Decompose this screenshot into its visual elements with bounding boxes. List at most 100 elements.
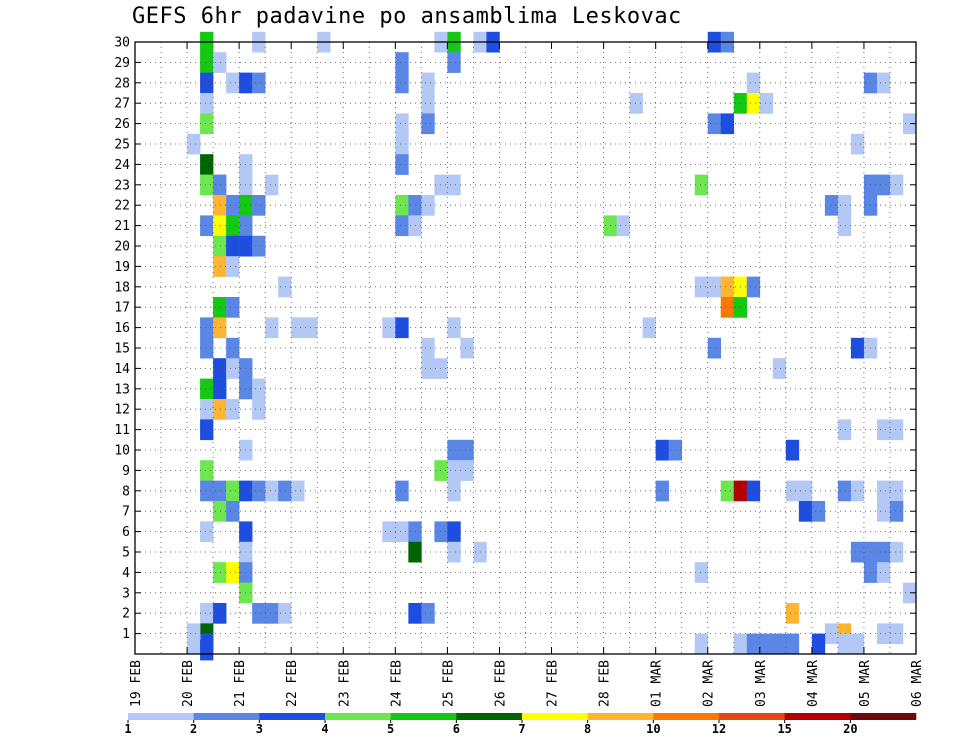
colorbar-segment	[587, 713, 654, 720]
heatmap-cell	[421, 603, 435, 624]
heatmap-cell	[226, 195, 240, 216]
heatmap-cell	[837, 480, 852, 502]
heatmap-cell	[421, 195, 435, 216]
y-tick-label: 12	[114, 403, 130, 418]
heatmap-cell	[226, 297, 240, 318]
heatmap-cell	[200, 72, 214, 94]
heatmap-cell	[434, 460, 448, 481]
heatmap-cell	[200, 215, 214, 237]
heatmap-cell	[850, 133, 865, 155]
x-tick-label: 20 FEB	[181, 660, 196, 707]
heatmap-cell	[694, 562, 709, 583]
colorbar-label: 15	[777, 722, 791, 736]
heatmap-cell	[226, 337, 240, 359]
heatmap-cell	[889, 480, 904, 502]
heatmap-cell	[460, 337, 474, 359]
heatmap-cell	[213, 378, 227, 400]
heatmap-cell	[200, 93, 214, 114]
heatmap-cell	[278, 276, 292, 298]
heatmap-cell	[226, 480, 240, 502]
y-tick-label: 28	[114, 76, 130, 91]
y-tick-label: 16	[114, 321, 130, 336]
x-tick-label: 19 FEB	[129, 660, 144, 707]
heatmap-cell	[746, 633, 761, 655]
heatmap-cell	[720, 297, 735, 318]
colorbar-label: 10	[646, 722, 660, 736]
colorbar-segment	[522, 713, 588, 720]
colorbar-segment	[193, 713, 260, 720]
heatmap-cell	[213, 480, 227, 502]
heatmap-cell	[720, 276, 735, 298]
heatmap-cell	[187, 633, 201, 655]
heatmap-cell	[889, 623, 904, 645]
y-tick-label: 20	[114, 240, 130, 255]
heatmap-cell	[720, 113, 735, 135]
heatmap-cell	[733, 633, 748, 655]
x-tick-label: 24 FEB	[389, 660, 404, 707]
heatmap-cell	[850, 541, 865, 563]
colorbar-label: 3	[256, 722, 263, 736]
heatmap-cell	[824, 623, 839, 645]
colorbar-label: 5	[387, 722, 394, 736]
x-tick-label: 25 FEB	[441, 660, 456, 707]
x-tick-label: 04 MAR	[806, 660, 821, 707]
heatmap-cell	[421, 93, 435, 114]
heatmap-cell	[200, 419, 214, 441]
heatmap-cell	[252, 399, 266, 420]
heatmap-cell	[278, 480, 292, 502]
heatmap-cell	[447, 541, 461, 563]
y-tick-label: 8	[122, 484, 130, 499]
heatmap-cell	[200, 399, 214, 420]
heatmap-cell	[291, 480, 305, 502]
x-tick-label: 27 FEB	[546, 660, 561, 707]
heatmap-cells	[187, 31, 917, 661]
heatmap-cell	[226, 72, 240, 94]
heatmap-cell	[785, 439, 800, 461]
y-tick-label: 27	[114, 97, 130, 112]
colorbar-label: 2	[190, 722, 197, 736]
axes: 1234567891011121314151617181920212223242…	[114, 36, 925, 707]
heatmap-cell	[395, 195, 409, 216]
colorbar-label: 1	[124, 722, 131, 736]
heatmap-cell	[460, 460, 474, 481]
heatmap-cell	[629, 93, 643, 114]
heatmap-cell	[889, 541, 904, 563]
heatmap-cell	[200, 521, 214, 543]
heatmap-cell	[200, 480, 214, 502]
heatmap-cell	[876, 480, 891, 502]
heatmap-cell	[785, 603, 800, 624]
heatmap-cell	[226, 562, 240, 583]
heatmap-cell	[252, 378, 266, 400]
heatmap-cell	[447, 521, 461, 543]
heatmap-cell	[200, 52, 214, 73]
x-tick-label: 26 FEB	[493, 660, 508, 707]
heatmap-cell	[772, 358, 787, 379]
heatmap-cell	[187, 133, 201, 155]
x-tick-label: 23 FEB	[337, 660, 352, 707]
heatmap-cell	[889, 419, 904, 441]
heatmap-cell	[213, 501, 227, 522]
heatmap-cell	[876, 419, 891, 441]
y-tick-label: 21	[114, 219, 130, 234]
x-tick-label: 28 FEB	[598, 660, 613, 707]
heatmap-cell	[746, 480, 761, 502]
heatmap-cell	[850, 633, 865, 655]
y-tick-label: 9	[122, 464, 130, 479]
heatmap-cell	[200, 460, 214, 481]
heatmap-cell	[616, 215, 630, 237]
heatmap-cell	[226, 215, 240, 237]
y-tick-label: 13	[114, 382, 130, 397]
heatmap-cell	[655, 480, 669, 502]
y-tick-label: 24	[114, 158, 130, 173]
heatmap-cell	[720, 480, 735, 502]
y-tick-label: 19	[114, 260, 130, 275]
colorbar-label: 7	[518, 722, 525, 736]
heatmap-cell	[395, 521, 409, 543]
y-tick-label: 14	[114, 362, 130, 377]
colorbar-segment	[259, 713, 326, 720]
heatmap-cell	[876, 72, 891, 94]
heatmap-cell	[434, 174, 448, 196]
colorbar-label: 4	[321, 722, 328, 736]
colorbar-segment	[128, 713, 194, 720]
